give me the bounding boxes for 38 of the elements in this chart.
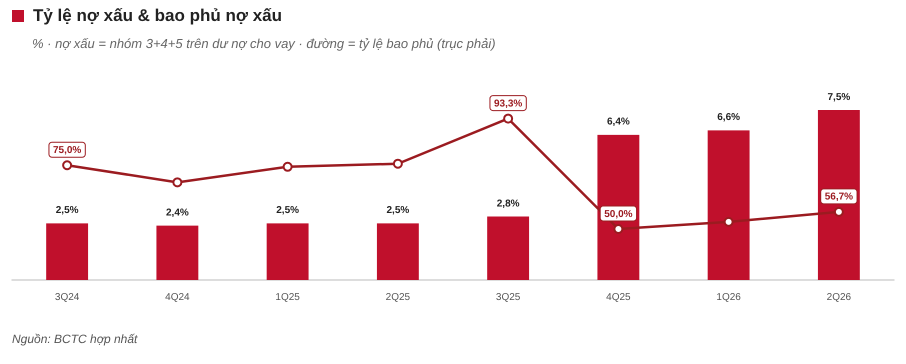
- point: [282, 162, 293, 172]
- data-label: 93,3%: [494, 98, 522, 110]
- bar: [818, 110, 860, 280]
- data-label: 6,6%: [717, 112, 740, 124]
- x-tick-label: 3Q25: [496, 292, 521, 303]
- x-tick-label: 4Q25: [606, 292, 632, 303]
- point: [172, 177, 182, 188]
- data-label: 50,0%: [604, 208, 633, 220]
- x-tick-label: 1Q26: [716, 292, 742, 303]
- point: [834, 206, 844, 217]
- data-label: 7,5%: [827, 92, 850, 103]
- text: Nguồn: BCTC hợp nhất: [12, 332, 138, 346]
- bar: [156, 226, 198, 280]
- chart-subtitle: % · nợ xấu = nhóm 3+4+5 trên dư nợ cho vay · đường = tỷ lệ bao phủ (trục phải): [32, 36, 496, 51]
- point: [392, 158, 403, 169]
- data-label: 2,8%: [496, 198, 520, 210]
- chart-title: Tỷ lệ nợ xấu & bao phủ nợ xấu: [33, 6, 282, 26]
- bar: [708, 130, 750, 280]
- data-label: 56,7%: [824, 192, 854, 203]
- bar: [376, 223, 419, 280]
- data-label: 2,4%: [166, 207, 189, 218]
- bar: [46, 223, 88, 280]
- point: [613, 224, 624, 234]
- data-label: 2,5%: [386, 205, 410, 216]
- x-tick-label: 2Q26: [826, 292, 852, 303]
- point: [724, 216, 734, 227]
- data-label: 75,0%: [52, 145, 82, 156]
- x-tick-label: 3Q24: [54, 292, 80, 303]
- bar: [266, 223, 309, 280]
- bar: [487, 216, 530, 280]
- x-tick-label: 2Q25: [386, 292, 411, 303]
- point: [62, 160, 72, 170]
- point: [503, 114, 514, 124]
- data-label: 2,5%: [276, 205, 300, 216]
- data-label: 6,4%: [606, 116, 630, 128]
- x-tick-label: 4Q24: [165, 292, 190, 303]
- x-tick-label: 1Q25: [275, 292, 300, 303]
- data-label: 2,5%: [56, 205, 79, 216]
